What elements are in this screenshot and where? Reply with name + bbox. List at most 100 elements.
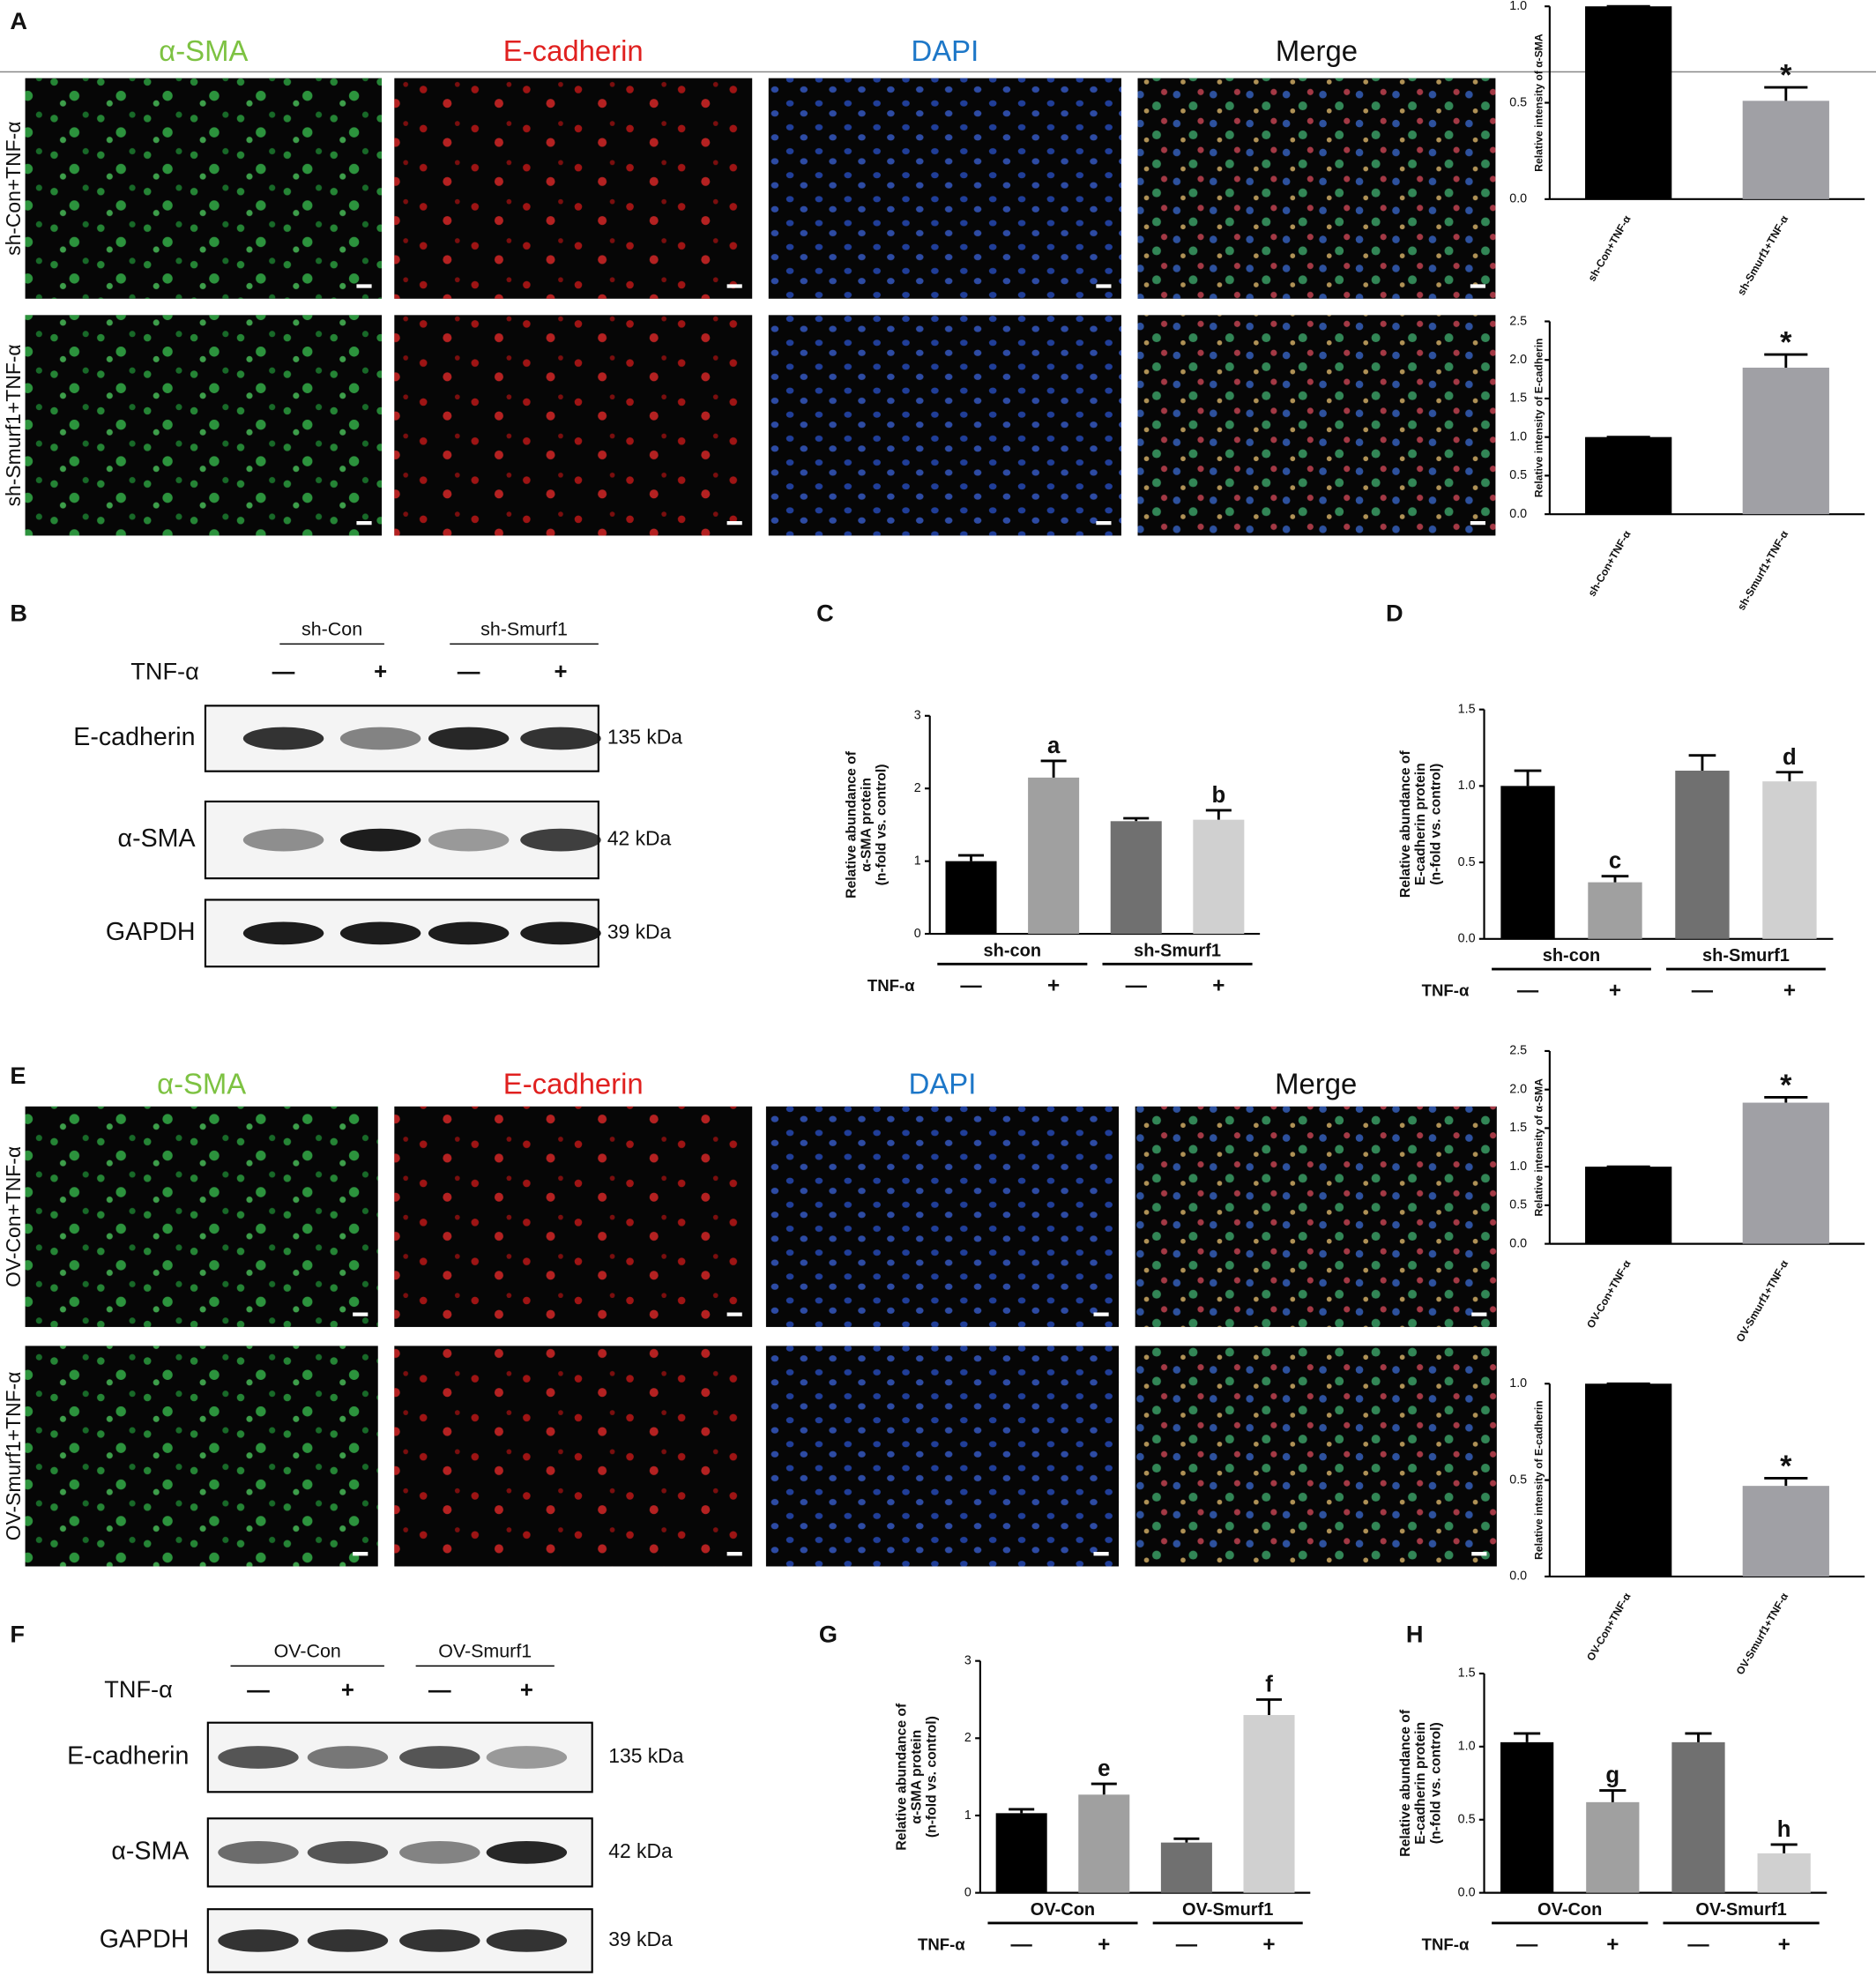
y-axis-label: Relative abundance of: [1398, 1709, 1413, 1857]
cells: [1137, 315, 1496, 536]
y-tick-label: 1: [964, 1808, 972, 1823]
y-axis-label: E-cadherin protein: [1413, 763, 1428, 885]
channel-header: E-cadherin: [503, 1068, 644, 1100]
band-size: 135 kDa: [608, 1744, 683, 1767]
bar: [1160, 1842, 1212, 1893]
cells: [1137, 78, 1496, 299]
row-label: OV-Con+TNF-α: [2, 1146, 25, 1287]
error-bar: [1040, 759, 1067, 778]
x-tick-label: —: [960, 973, 982, 997]
treatment-label: TNF-α: [104, 1675, 173, 1703]
blot-band: [307, 1929, 389, 1952]
y-tick-label: 2: [914, 781, 921, 795]
y-axis-label: Relative intensity of α-SMA: [1533, 1078, 1545, 1217]
blot-band: [399, 1841, 480, 1864]
y-axis-label: (n-fold vs. control): [1428, 764, 1443, 885]
y-tick-label: 1.5: [1509, 391, 1527, 406]
group-label: OV-Con: [1537, 1900, 1602, 1920]
blot-band: [242, 828, 324, 852]
error-bar: [1776, 771, 1804, 782]
blot-band: [307, 1841, 389, 1864]
error-bar: [1255, 1698, 1283, 1716]
cells: [765, 1346, 1120, 1567]
x-tick-label: —: [1692, 979, 1714, 1003]
blot-band: [399, 1746, 480, 1769]
y-tick-label: 0.0: [1509, 1570, 1527, 1584]
error-bar: [1091, 1782, 1117, 1795]
row-label: sh-Smurf1+TNF-α: [2, 344, 25, 506]
y-tick-label: 0: [914, 927, 921, 941]
y-tick-label: 2.0: [1509, 1082, 1527, 1096]
y-tick-label: 0.0: [1509, 192, 1527, 206]
y-tick-label: 2.5: [1509, 314, 1527, 328]
y-axis-label: Relative abundance of: [894, 1703, 909, 1851]
band-size: 135 kDa: [607, 726, 682, 749]
bar: [1671, 1741, 1725, 1893]
x-tick-label: +: [1778, 1933, 1790, 1957]
bar-label: *: [1780, 326, 1792, 360]
bar: [1243, 1715, 1295, 1893]
y-tick-label: 0.0: [1458, 1885, 1476, 1899]
bar: [1742, 101, 1829, 199]
bar-label: d: [1783, 745, 1797, 770]
blot-band: [242, 727, 324, 750]
y-tick-label: 0.5: [1509, 1473, 1527, 1487]
blot-band: [399, 1929, 480, 1952]
cells: [25, 315, 383, 536]
band-size: 39 kDa: [607, 920, 672, 943]
y-tick-label: 0.5: [1509, 1198, 1527, 1212]
cells: [394, 1106, 753, 1327]
y-tick-label: 0.5: [1458, 1813, 1476, 1827]
error-bar: [1764, 86, 1808, 101]
blot-band: [218, 1929, 299, 1952]
y-tick-label: 1.0: [1458, 1740, 1476, 1754]
x-tick-label: —: [1687, 1933, 1709, 1957]
x-tick-label: sh-Smurf1+TNF-α: [1735, 528, 1790, 613]
channel-header: α-SMA: [159, 34, 248, 67]
x-tick-label: OV-Smurf1+TNF-α: [1734, 1257, 1791, 1344]
blot-group: OV-Con: [274, 1640, 341, 1661]
blot-band: [520, 727, 601, 750]
x-tick-label: —: [1176, 1933, 1198, 1957]
group-label: OV-Con: [1031, 1900, 1095, 1920]
panel-label: F: [10, 1620, 25, 1647]
y-tick-label: 1: [914, 854, 921, 868]
band-size: 42 kDa: [607, 827, 672, 850]
blot-band: [486, 1746, 568, 1769]
group-label: sh-con: [984, 941, 1042, 960]
y-tick-label: 0.5: [1458, 855, 1476, 869]
x-tick-label: OV-Smurf1+TNF-α: [1734, 1591, 1791, 1677]
y-tick-label: 1.0: [1509, 1160, 1527, 1174]
x-tick-label: sh-Smurf1+TNF-α: [1735, 213, 1790, 297]
error-bar: [1009, 1808, 1035, 1814]
bar: [1585, 6, 1672, 199]
y-tick-label: 2: [964, 1731, 972, 1745]
error-bar: [1764, 1096, 1808, 1103]
bar: [1028, 777, 1080, 935]
y-tick-label: 1.0: [1509, 1376, 1527, 1391]
row-label: OV-Smurf1+TNF-α: [2, 1372, 25, 1541]
treatment-sign: —: [247, 1678, 270, 1703]
blot-band: [339, 921, 421, 945]
channel-header: DAPI: [912, 34, 979, 67]
group-label: OV-Smurf1: [1695, 1900, 1786, 1920]
y-tick-label: 1.0: [1509, 429, 1527, 444]
blot-band: [218, 1841, 299, 1864]
panel-label: H: [1406, 1620, 1424, 1647]
x-axis-label: TNF-α: [867, 976, 915, 995]
bar: [1757, 1853, 1811, 1893]
error-bar: [1685, 1732, 1712, 1742]
panel-label: G: [819, 1620, 838, 1647]
row-label: sh-Con+TNF-α: [2, 122, 25, 256]
y-axis-label: (n-fold vs. control): [1428, 1722, 1443, 1844]
bar-label: *: [1780, 1069, 1792, 1102]
bar-label: b: [1211, 783, 1225, 808]
x-tick-label: +: [1212, 973, 1225, 997]
error-bar: [1764, 1476, 1808, 1487]
cells: [25, 1346, 378, 1567]
group-label: sh-con: [1543, 946, 1601, 966]
protein-label: α-SMA: [118, 824, 196, 853]
treatment-sign: +: [341, 1678, 354, 1703]
x-axis-label: TNF-α: [1422, 981, 1470, 1000]
